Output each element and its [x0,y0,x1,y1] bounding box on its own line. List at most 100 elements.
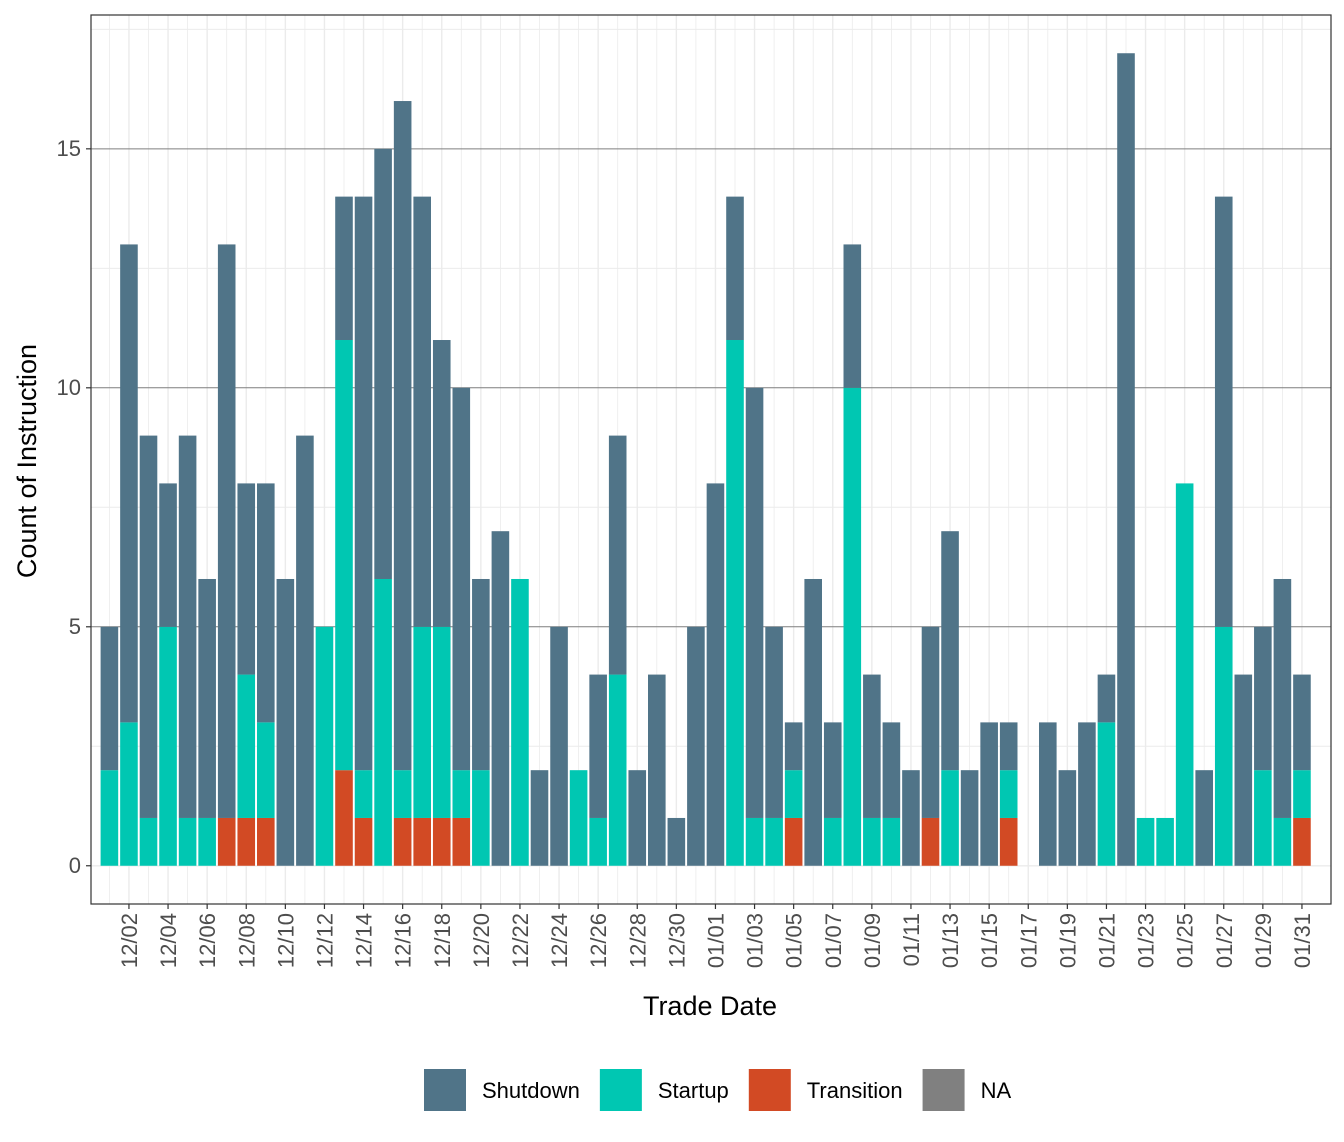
bar-shutdown-12-11 [296,435,314,866]
bar-shutdown-12-19 [452,387,471,771]
bar-shutdown-01-15 [980,722,998,866]
x-tick-label: 01/13 [938,913,963,968]
x-tick-label: 01/27 [1212,913,1237,968]
bar-transition-12-18 [432,817,451,866]
bar-startup-01-02 [726,340,744,866]
bar-startup-12-09 [257,722,275,818]
bar-startup-01-24 [1156,817,1174,866]
x-tick-label: 12/14 [352,913,377,968]
x-tick-label: 01/07 [821,913,846,968]
legend-key-shutdown [424,1069,466,1111]
bar-shutdown-12-02 [120,244,138,723]
bar-shutdown-01-05 [784,722,803,771]
bar-startup-01-27 [1214,626,1233,866]
bar-startup-01-03 [745,817,764,866]
x-tick-label: 01/01 [703,913,728,968]
bar-transition-12-13 [335,770,353,866]
bar-startup-12-26 [589,817,607,866]
bar-startup-12-16 [393,770,412,818]
bar-startup-12-14 [354,770,373,818]
legend-label-startup: Startup [658,1078,729,1103]
legend: Shutdown Startup Transition NA [424,1069,1011,1111]
x-tick-label: 12/16 [391,913,416,968]
axes: 0 5 10 15 12/02 12/04 12/06 12/08 12/10 12/12 12/1… [57,136,1315,968]
bar-startup-12-27 [608,674,627,866]
legend-key-na [922,1069,965,1111]
bar-shutdown-01-29 [1254,626,1272,771]
bar-startup-12-25 [569,770,588,866]
bar-shutdown-12-06 [198,578,216,818]
y-tick-label: 5 [69,614,81,639]
bar-shutdown-12-04 [159,483,177,627]
bar-shutdown-01-16 [999,722,1018,771]
bar-shutdown-12-20 [472,578,490,771]
bar-shutdown-01-07 [823,722,842,818]
bar-startup-12-12 [315,626,334,866]
bar-startup-01-10 [882,817,901,866]
bar-startup-12-13 [335,340,353,771]
bar-startup-01-25 [1175,483,1194,866]
bar-startup-01-05 [784,770,803,818]
x-tick-label: 12/06 [195,913,220,968]
bar-shutdown-12-16 [393,101,412,771]
bar-startup-01-21 [1097,722,1116,866]
bar-shutdown-12-30 [667,817,686,866]
x-tick-label: 12/30 [664,913,689,968]
y-tick-label: 0 [69,853,81,878]
bar-shutdown-01-06 [804,578,822,866]
bar-transition-12-17 [413,817,431,866]
bar-shutdown-01-22 [1117,53,1135,866]
x-tick-label: 12/10 [273,913,298,968]
bar-shutdown-01-28 [1234,674,1253,866]
bar-startup-01-31 [1293,770,1311,818]
x-axis-title: Trade Date [643,991,777,1021]
bar-shutdown-12-17 [413,196,431,627]
bar-startup-01-30 [1273,817,1292,866]
bar-transition-12-07 [217,817,236,866]
bar-shutdown-12-27 [608,435,627,675]
x-tick-label: 12/22 [508,913,533,968]
bar-transition-01-05 [784,817,803,866]
x-tick-label: 01/09 [860,913,885,968]
bar-startup-01-16 [999,770,1018,818]
bar-transition-12-19 [452,817,471,866]
x-tick-label: 01/05 [782,913,807,968]
y-tick-label: 10 [57,375,81,400]
bar-shutdown-01-10 [882,722,901,818]
bar-shutdown-01-27 [1214,196,1233,627]
bar-transition-12-14 [354,817,373,866]
bar-shutdown-01-14 [960,770,979,866]
bar-transition-12-16 [393,817,412,866]
panel-border [90,14,1332,905]
bar-shutdown-12-09 [257,483,275,723]
bar-startup-12-15 [374,578,392,866]
bar-transition-01-12 [921,817,940,866]
bar-startup-12-05 [178,817,197,866]
bar-shutdown-12-14 [354,196,373,771]
bar-startup-01-08 [843,387,862,866]
bar-shutdown-01-09 [863,674,881,818]
bar-shutdown-12-08 [237,483,256,675]
bar-shutdown-01-01 [706,483,725,866]
bar-shutdown-12-13 [335,196,353,341]
y-tick-label: 15 [57,136,81,161]
bar-startup-12-20 [472,770,490,866]
bar-shutdown-01-03 [745,387,764,818]
bar-startup-12-19 [452,770,471,818]
bar-shutdown-01-26 [1195,770,1213,866]
bar-shutdown-01-19 [1058,770,1077,866]
bar-startup-12-18 [432,626,451,818]
bar-startup-12-04 [159,626,177,866]
bar-startup-01-09 [863,817,881,866]
x-tick-label: 12/12 [312,913,337,968]
bar-shutdown-01-13 [941,531,959,771]
bar-startup-01-07 [823,817,842,866]
x-tick-label: 01/03 [743,913,768,968]
bar-shutdown-01-31 [1293,674,1311,771]
bar-shutdown-12-07 [217,244,236,818]
bar-shutdown-01-02 [726,196,744,341]
x-tick-label: 01/17 [1016,913,1041,968]
bar-shutdown-01-21 [1097,674,1116,723]
bar-startup-12-17 [413,626,431,818]
